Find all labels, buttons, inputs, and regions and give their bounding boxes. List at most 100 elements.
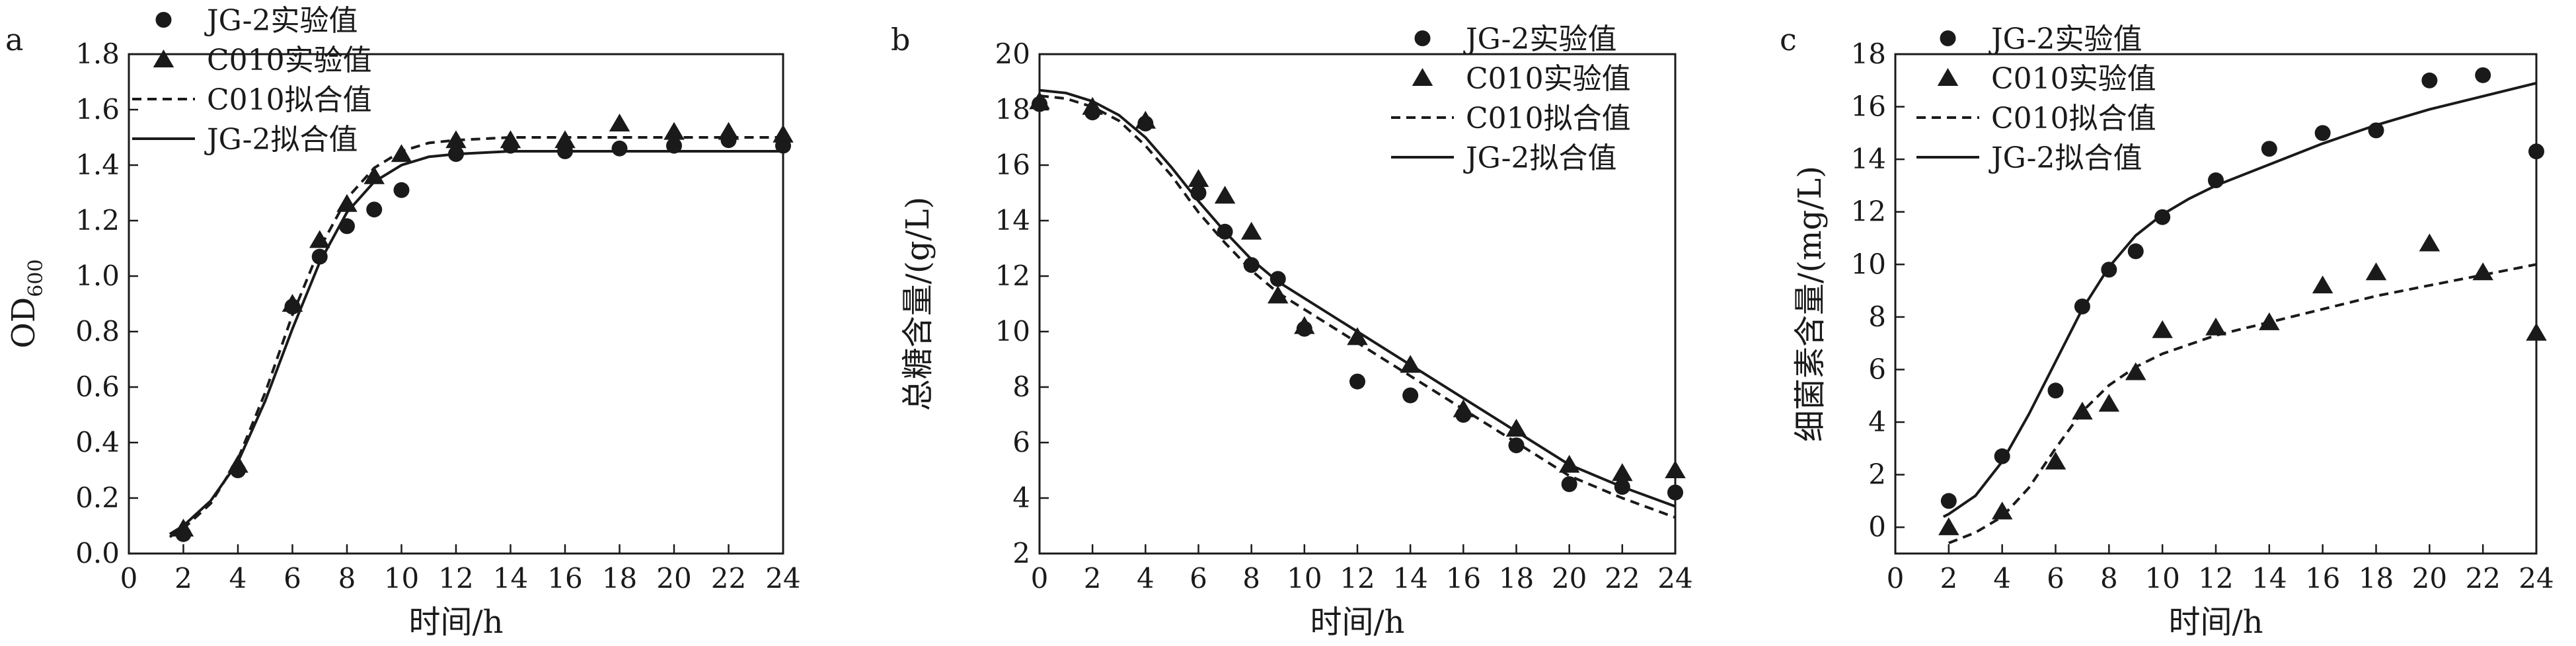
- panel-a-series-1-point: [282, 294, 303, 312]
- panel-a-x-tick-label: 0: [120, 562, 138, 594]
- panel-b-legend-swatch-1: [1412, 68, 1433, 86]
- panel-b-y-tick-label: 10: [995, 315, 1030, 347]
- panel-b-legend-label-2: C010拟合值: [1466, 102, 1631, 135]
- panel-a-y-tick-label: 1.2: [75, 204, 120, 236]
- panel-a-x-axis-title: 时间/h: [408, 604, 503, 641]
- panel-c-x-tick-label: 6: [2047, 562, 2065, 594]
- panel-a-x-tick-label: 16: [547, 562, 582, 594]
- panel-c-series-1-point: [2098, 394, 2120, 412]
- panel-b-series-2-fit-line: [1039, 94, 1676, 519]
- panel-b-y-tick-label: 14: [995, 204, 1030, 236]
- panel-c-legend-swatch-1: [1937, 68, 1959, 86]
- panel-c-x-tick-label: 20: [2412, 562, 2447, 594]
- panel-c-y-tick-label: 16: [1851, 90, 1886, 123]
- panel-c-series-1-point: [2526, 322, 2547, 341]
- panel-c-series-0-point: [2314, 125, 2331, 141]
- panel-c-y-tick-label: 4: [1868, 406, 1886, 438]
- panel-b-x-tick-label: 18: [1499, 562, 1534, 594]
- panel-c-series-1-point: [2419, 233, 2441, 252]
- panel-b-x-tick-label: 24: [1657, 562, 1692, 594]
- panel-b-series-1-point: [1505, 419, 1527, 437]
- panel-c-y-tick-label: 2: [1868, 458, 1886, 491]
- panel-b: b 0 2 4 6 8 10 12 14 16 18 20 22 242468101214161820时…: [891, 22, 1693, 641]
- panel-a-y-tick-label: 0.2: [75, 482, 120, 514]
- panel-a-y-tick-label: 0.0: [75, 537, 120, 569]
- panel-a-series-3-fit-line: [169, 150, 783, 536]
- panel-a-x-tick-label: 20: [656, 562, 691, 594]
- panel-b-x-tick-label: 6: [1190, 562, 1207, 594]
- panel-c-series-1-point: [2125, 362, 2146, 380]
- panel-c-x-tick-label: 0: [1887, 562, 1905, 594]
- panel-a-y-tick-label: 1.6: [75, 93, 120, 126]
- panel-b-series-0-point: [1561, 476, 1577, 492]
- panel-a-x-tick-label: 12: [438, 562, 473, 594]
- panel-a-x-tick-label: 10: [384, 562, 419, 594]
- panel-b-legend-label-1: C010实验值: [1466, 62, 1631, 96]
- panel-b-series-1-point: [1294, 316, 1315, 334]
- panel-a-x-tick-label: 4: [229, 562, 247, 594]
- panel-b-x-tick-label: 4: [1137, 562, 1155, 594]
- panel-c-x-tick-label: 24: [2519, 562, 2554, 594]
- panel-b-x-tick-label: 10: [1287, 562, 1322, 594]
- panel-c-series-1-point: [1991, 501, 2013, 520]
- panel-a-series-0-point: [666, 137, 682, 154]
- panel-b-series-1-point: [1240, 221, 1262, 240]
- panel-b-y-tick-label: 4: [1012, 482, 1030, 514]
- panel-b-y-tick-label: 18: [995, 93, 1030, 126]
- panel-a-legend-label-0: JG-2实验值: [204, 4, 358, 38]
- panel-b-series-1-point: [1029, 91, 1050, 110]
- panel-c-series-0-point: [2528, 143, 2544, 160]
- panel-c-series-2-fit-line: [1948, 263, 2537, 544]
- panel-b-y-tick-label: 2: [1012, 537, 1030, 569]
- panel-c-x-tick-label: 12: [2198, 562, 2233, 594]
- panel-c-x-tick-label: 10: [2144, 562, 2179, 594]
- panel-b-x-tick-label: 22: [1605, 562, 1640, 594]
- panel-c-x-tick-label: 2: [1940, 562, 1957, 594]
- panel-c-series-0-point: [1940, 493, 1957, 509]
- panel-a-y-tick-label: 0.8: [75, 315, 120, 347]
- panel-b-x-tick-label: 20: [1552, 562, 1587, 594]
- panel-c-y-tick-label: 10: [1851, 248, 1886, 280]
- panel-b-legend-label-3: JG-2拟合值: [1463, 141, 1616, 175]
- panel-c-series-1-point: [2072, 402, 2093, 420]
- panel-a-y-tick-label: 1.0: [75, 260, 120, 292]
- panel-a-series-1-point: [391, 144, 412, 162]
- panel-a-letter: a: [5, 22, 23, 57]
- panel-c-series-3-fit-line: [1942, 81, 2537, 519]
- panel-b-y-tick-label: 20: [995, 38, 1030, 70]
- panel-a-series-1-point: [309, 230, 330, 248]
- panel-c-y-axis-title: 细菌素含量/(mg/L): [1792, 166, 1829, 442]
- panel-b-y-tick-label: 12: [995, 260, 1030, 292]
- panel-a-y-tick-label: 0.6: [75, 371, 120, 403]
- panel-a-series-1-point: [609, 114, 630, 131]
- panel-a-legend-label-2: C010拟合值: [207, 83, 372, 117]
- panel-a-x-tick-label: 2: [174, 562, 192, 594]
- panel-b-series-1-point: [1612, 463, 1633, 482]
- panel-b-series-0-point: [1667, 484, 1683, 501]
- panel-a-series-0-point: [611, 140, 628, 157]
- panel-c-series-1-point: [2152, 320, 2173, 338]
- panel-b-y-tick-label: 8: [1012, 371, 1030, 403]
- panel-c-legend-swatch-0: [1940, 30, 1956, 46]
- panel-a-series-1-point: [663, 122, 685, 140]
- panel-a-y-axis-subscript: 600: [24, 259, 48, 297]
- panel-b-x-tick-label: 16: [1446, 562, 1481, 594]
- panel-b-legend-swatch-0: [1414, 30, 1431, 46]
- panel-a-series-0-point: [393, 182, 410, 198]
- panel-c-series-1-point: [1938, 517, 1959, 536]
- panel-a-series-1-point: [718, 122, 739, 140]
- panel-a-series-0-point: [366, 201, 383, 218]
- panel-c-series-1-point: [2205, 317, 2226, 336]
- panel-a-x-tick-label: 24: [765, 562, 800, 594]
- panel-c-y-tick-label: 8: [1868, 301, 1886, 333]
- panel-c-series-0-point: [2421, 72, 2438, 89]
- panel-a-legend-swatch-1: [153, 50, 174, 67]
- panel-c-x-axis-title: 时间/h: [2168, 604, 2263, 641]
- panel-a-x-tick-label: 6: [284, 562, 301, 594]
- panel-c-legend-label-1: C010实验值: [1991, 62, 2156, 96]
- panel-a-x-tick-label: 18: [602, 562, 637, 594]
- panel-b-series-1-point: [1188, 169, 1209, 187]
- panel-c-series-1-point: [2045, 451, 2066, 470]
- panel-c-x-tick-label: 4: [1993, 562, 2011, 594]
